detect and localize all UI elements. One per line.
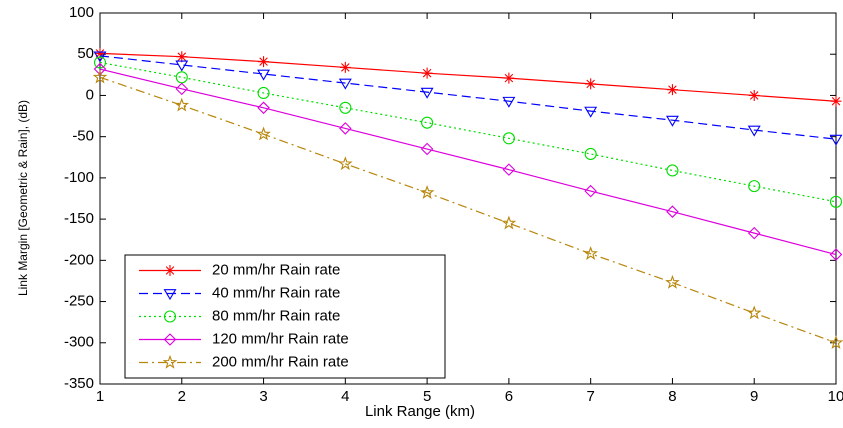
data-point [338, 156, 353, 171]
data-point [585, 78, 597, 90]
x-tick-label: 9 [750, 388, 758, 405]
y-tick-label: -200 [64, 251, 94, 268]
y-tick-label: -300 [64, 334, 94, 351]
x-tick-label: 5 [423, 388, 431, 405]
data-point [830, 95, 842, 107]
data-point [748, 89, 760, 101]
data-point [583, 246, 598, 260]
series-line [99, 55, 837, 140]
data-point [747, 226, 761, 240]
y-tick-label: -250 [64, 293, 94, 310]
data-point [175, 82, 189, 96]
data-point [665, 115, 679, 127]
legend-label: 80 mm/hr Rain rate [212, 307, 340, 324]
legend-label: 20 mm/hr Rain rate [212, 261, 340, 278]
x-axis-label: Link Range (km) [365, 403, 475, 420]
data-point [420, 142, 434, 156]
legend-label: 120 mm/hr Rain rate [212, 330, 349, 347]
data-point [258, 56, 270, 68]
data-point [256, 126, 271, 141]
data-point [94, 47, 106, 59]
data-point [174, 97, 190, 112]
data-point [666, 84, 678, 96]
data-point [257, 69, 271, 81]
x-tick-label: 4 [341, 388, 349, 405]
data-point [175, 60, 189, 72]
data-point [502, 132, 515, 145]
data-point [502, 96, 516, 108]
y-tick-label: -50 [72, 128, 94, 145]
x-tick-label: 1 [96, 388, 104, 405]
data-point [748, 180, 761, 193]
data-point [419, 185, 435, 199]
data-point [666, 164, 679, 177]
data-point [584, 148, 597, 160]
data-point [175, 71, 188, 84]
x-tick-label: 10 [828, 388, 843, 405]
y-tick-label: 50 [77, 45, 94, 62]
series-line [99, 52, 837, 102]
data-point [829, 195, 843, 208]
data-point [584, 184, 597, 198]
data-point [420, 87, 434, 99]
series-line [99, 68, 837, 256]
data-point [421, 67, 433, 79]
legend: 20 mm/hr Rain rate 40 mm/hr Rain rate 80 m… [124, 254, 446, 379]
data-point [503, 72, 515, 84]
series-line [99, 76, 837, 344]
legend-marker [163, 333, 177, 346]
data-point [339, 101, 352, 114]
data-point [92, 69, 108, 84]
data-point [665, 274, 680, 289]
y-tick-label: -350 [64, 375, 94, 392]
y-tick-label: -100 [64, 169, 94, 186]
legend-marker [163, 289, 177, 301]
data-point [93, 51, 107, 63]
legend-label: 200 mm/hr Rain rate [212, 353, 349, 370]
y-axis-label: Link Margin [Geometric & Rain], (dB) [16, 100, 30, 296]
y-tick-label: 0 [86, 86, 94, 103]
x-tick-label: 7 [586, 388, 594, 405]
data-point [829, 248, 843, 261]
legend-marker [163, 310, 177, 323]
legend-label: 40 mm/hr Rain rate [212, 284, 340, 301]
x-tick-label: 6 [505, 388, 513, 405]
data-point [502, 163, 516, 176]
x-tick-label: 8 [668, 388, 676, 405]
data-point [257, 87, 270, 99]
data-point [338, 78, 352, 90]
y-tick-label: -150 [64, 210, 94, 227]
data-point [421, 116, 434, 129]
x-tick-label: 3 [259, 388, 267, 405]
x-tick-label: 2 [178, 388, 186, 405]
data-point [339, 61, 351, 73]
data-point [746, 305, 762, 320]
data-point [501, 215, 517, 230]
data-point [93, 62, 107, 76]
data-point [339, 122, 352, 135]
data-point [666, 205, 679, 218]
legend-marker [162, 354, 178, 369]
data-point [747, 125, 761, 137]
legend-marker [164, 265, 176, 276]
data-point [828, 335, 843, 349]
legend-box [124, 254, 446, 379]
data-point [584, 106, 598, 118]
data-point [176, 51, 188, 63]
data-point [257, 101, 270, 115]
data-point [829, 134, 843, 146]
y-tick-label: 100 [69, 4, 94, 21]
